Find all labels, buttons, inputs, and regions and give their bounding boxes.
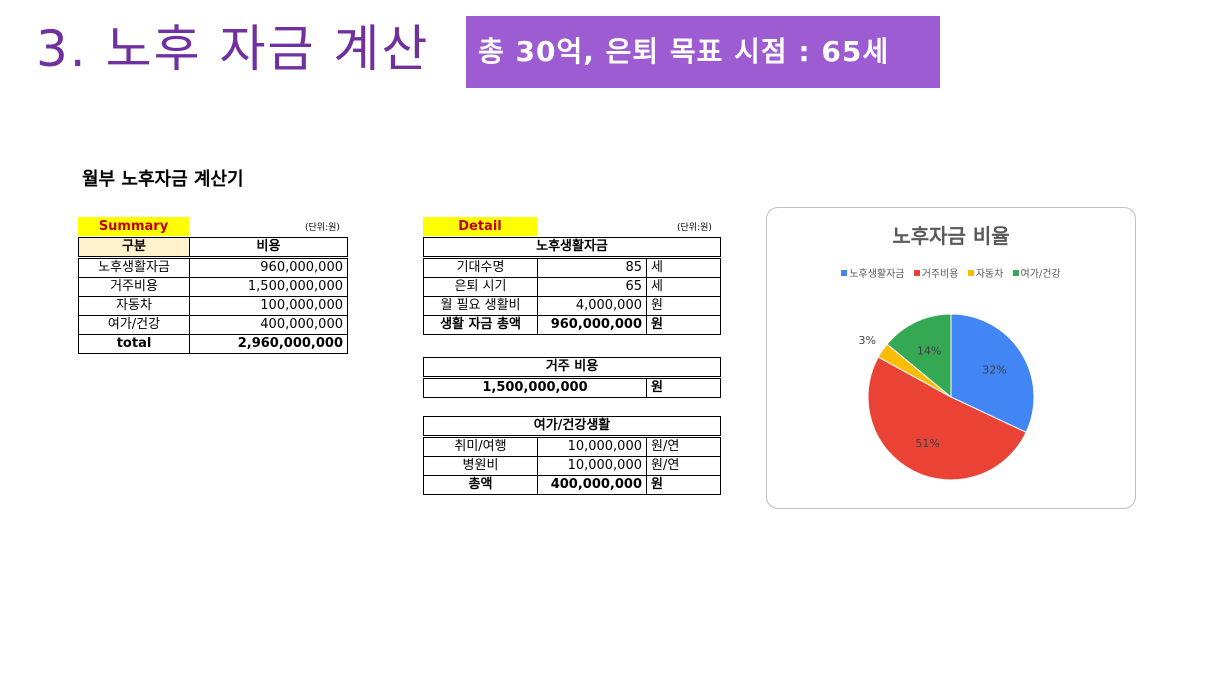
living-row-unit: 원 (646, 296, 721, 316)
summary-unit-note: (단위:원) (305, 223, 340, 233)
summary-row-label: 거주비용 (78, 277, 190, 297)
pie-slice (886, 313, 952, 399)
legend-item: 노후생활자금 (841, 268, 905, 282)
detail-unit-note: (단위:원) (677, 223, 712, 233)
summary-header-row: 구분 비용 (78, 237, 348, 259)
leisure-title: 여가/건강생활 (422, 416, 722, 438)
legend-swatch (967, 270, 974, 276)
summary-row-label: 노후생활자금 (78, 257, 190, 278)
housing-title: 거주 비용 (423, 357, 721, 379)
pie-data-label: 32% (982, 363, 1006, 376)
living-total-label: 생활 자금 총액 (423, 315, 538, 335)
leisure-row-label: 취미/여행 (423, 436, 538, 457)
legend-label: 노후생활자금 (849, 269, 905, 280)
pie-slice (950, 313, 1035, 434)
legend-swatch (1012, 270, 1019, 276)
summary-table: 구분 비용 노후생활자금 960,000,000 거주비용 1,500,000,… (78, 237, 348, 354)
table-row: 병원비 10,000,000 원/연 (423, 456, 722, 476)
summary-total-value: 2,960,000,000 (189, 334, 348, 354)
summary-row-label: 여가/건강 (78, 315, 190, 335)
table-row: 자동차 100,000,000 (78, 296, 348, 316)
leisure-total-label: 총액 (423, 475, 538, 495)
summary-total-row: total 2,960,000,000 (78, 334, 348, 354)
living-row-label: 월 필요 생활비 (423, 296, 538, 316)
table-row: 월 필요 생활비 4,000,000 원 (423, 296, 721, 316)
pie-data-label: 14% (917, 344, 941, 357)
living-row-value: 4,000,000 (537, 296, 647, 316)
legend-label: 거주비용 (921, 269, 959, 280)
table-row: 기대수명 85 세 (423, 257, 721, 278)
living-total-value: 960,000,000 (537, 315, 647, 335)
summary-header-cost: 비용 (189, 237, 348, 259)
table-row: 은퇴 시기 65 세 (423, 277, 721, 297)
leisure-total-row: 총액 400,000,000 원 (423, 475, 722, 495)
living-fund-table: 노후생활자금 기대수명 85 세 은퇴 시기 65 세 월 필요 생활비 4,0… (423, 237, 721, 335)
living-fund-title: 노후생활자금 (423, 237, 721, 259)
table-row: 여가/건강 400,000,000 (78, 315, 348, 335)
summary-row-value: 1,500,000,000 (189, 277, 348, 297)
living-row-label: 은퇴 시기 (423, 277, 538, 297)
pie-chart-card[interactable]: 노후자금 비율 노후생활자금 거주비용 자동차 여가/건강 32% 51% 3% 14… (766, 207, 1136, 509)
table-row: 노후생활자금 960,000,000 (78, 257, 348, 278)
summary-tag: Summary (78, 217, 189, 236)
table-row: 취미/여행 10,000,000 원/연 (423, 436, 722, 457)
chart-legend: 노후생활자금 거주비용 자동차 여가/건강 (767, 268, 1135, 282)
legend-label: 여가/건강 (1020, 269, 1061, 280)
pie-data-label: 51% (915, 437, 939, 450)
housing-unit: 원 (646, 377, 721, 398)
housing-value-row: 1,500,000,000 원 (423, 377, 721, 398)
legend-label: 자동차 (975, 269, 1004, 280)
summary-header-category: 구분 (78, 237, 190, 259)
leisure-total-value: 400,000,000 (537, 475, 647, 495)
living-total-row: 생활 자금 총액 960,000,000 원 (423, 315, 721, 335)
living-row-unit: 세 (646, 257, 721, 278)
living-row-label: 기대수명 (423, 257, 538, 278)
pie-slice (867, 356, 1027, 481)
living-row-value: 65 (537, 277, 647, 297)
leisure-header-row: 여가/건강생활 (422, 416, 722, 438)
leisure-total-unit: 원 (645, 475, 722, 495)
legend-swatch (841, 270, 848, 276)
detail-tag: Detail (423, 217, 537, 236)
living-row-value: 85 (537, 257, 647, 278)
leisure-health-table: 여가/건강생활 취미/여행 10,000,000 원/연 병원비 10,000,… (422, 416, 722, 495)
pie-data-label: 3% (859, 334, 876, 347)
living-total-unit: 원 (646, 315, 721, 335)
chart-title: 노후자금 비율 (892, 224, 1010, 248)
goal-banner: 총 30억, 은퇴 목표 시점 : 65세 (466, 16, 940, 88)
housing-value: 1,500,000,000 (423, 377, 647, 398)
summary-row-value: 960,000,000 (189, 257, 348, 278)
living-fund-header-row: 노후생활자금 (423, 237, 721, 259)
legend-item: 자동차 (967, 268, 1004, 282)
legend-item: 거주비용 (913, 268, 959, 282)
legend-swatch (913, 270, 920, 276)
leisure-row-unit: 원/연 (645, 456, 722, 476)
page-title: 3. 노후 자금 계산 (36, 20, 430, 78)
table-row: 거주비용 1,500,000,000 (78, 277, 348, 297)
leisure-row-label: 병원비 (423, 456, 538, 476)
leisure-row-value: 10,000,000 (537, 436, 647, 457)
calculator-title: 월부 노후자금 계산기 (82, 169, 244, 190)
summary-row-value: 400,000,000 (189, 315, 348, 335)
living-row-unit: 세 (646, 277, 721, 297)
pie-chart: 32% 51% 3% 14% (859, 313, 1035, 481)
summary-total-label: total (78, 334, 190, 354)
legend-item: 여가/건강 (1012, 268, 1061, 282)
housing-cost-table: 거주 비용 1,500,000,000 원 (423, 357, 721, 398)
summary-row-value: 100,000,000 (189, 296, 348, 316)
leisure-row-unit: 원/연 (645, 436, 722, 457)
summary-row-label: 자동차 (78, 296, 190, 316)
housing-header-row: 거주 비용 (423, 357, 721, 379)
leisure-row-value: 10,000,000 (537, 456, 647, 476)
